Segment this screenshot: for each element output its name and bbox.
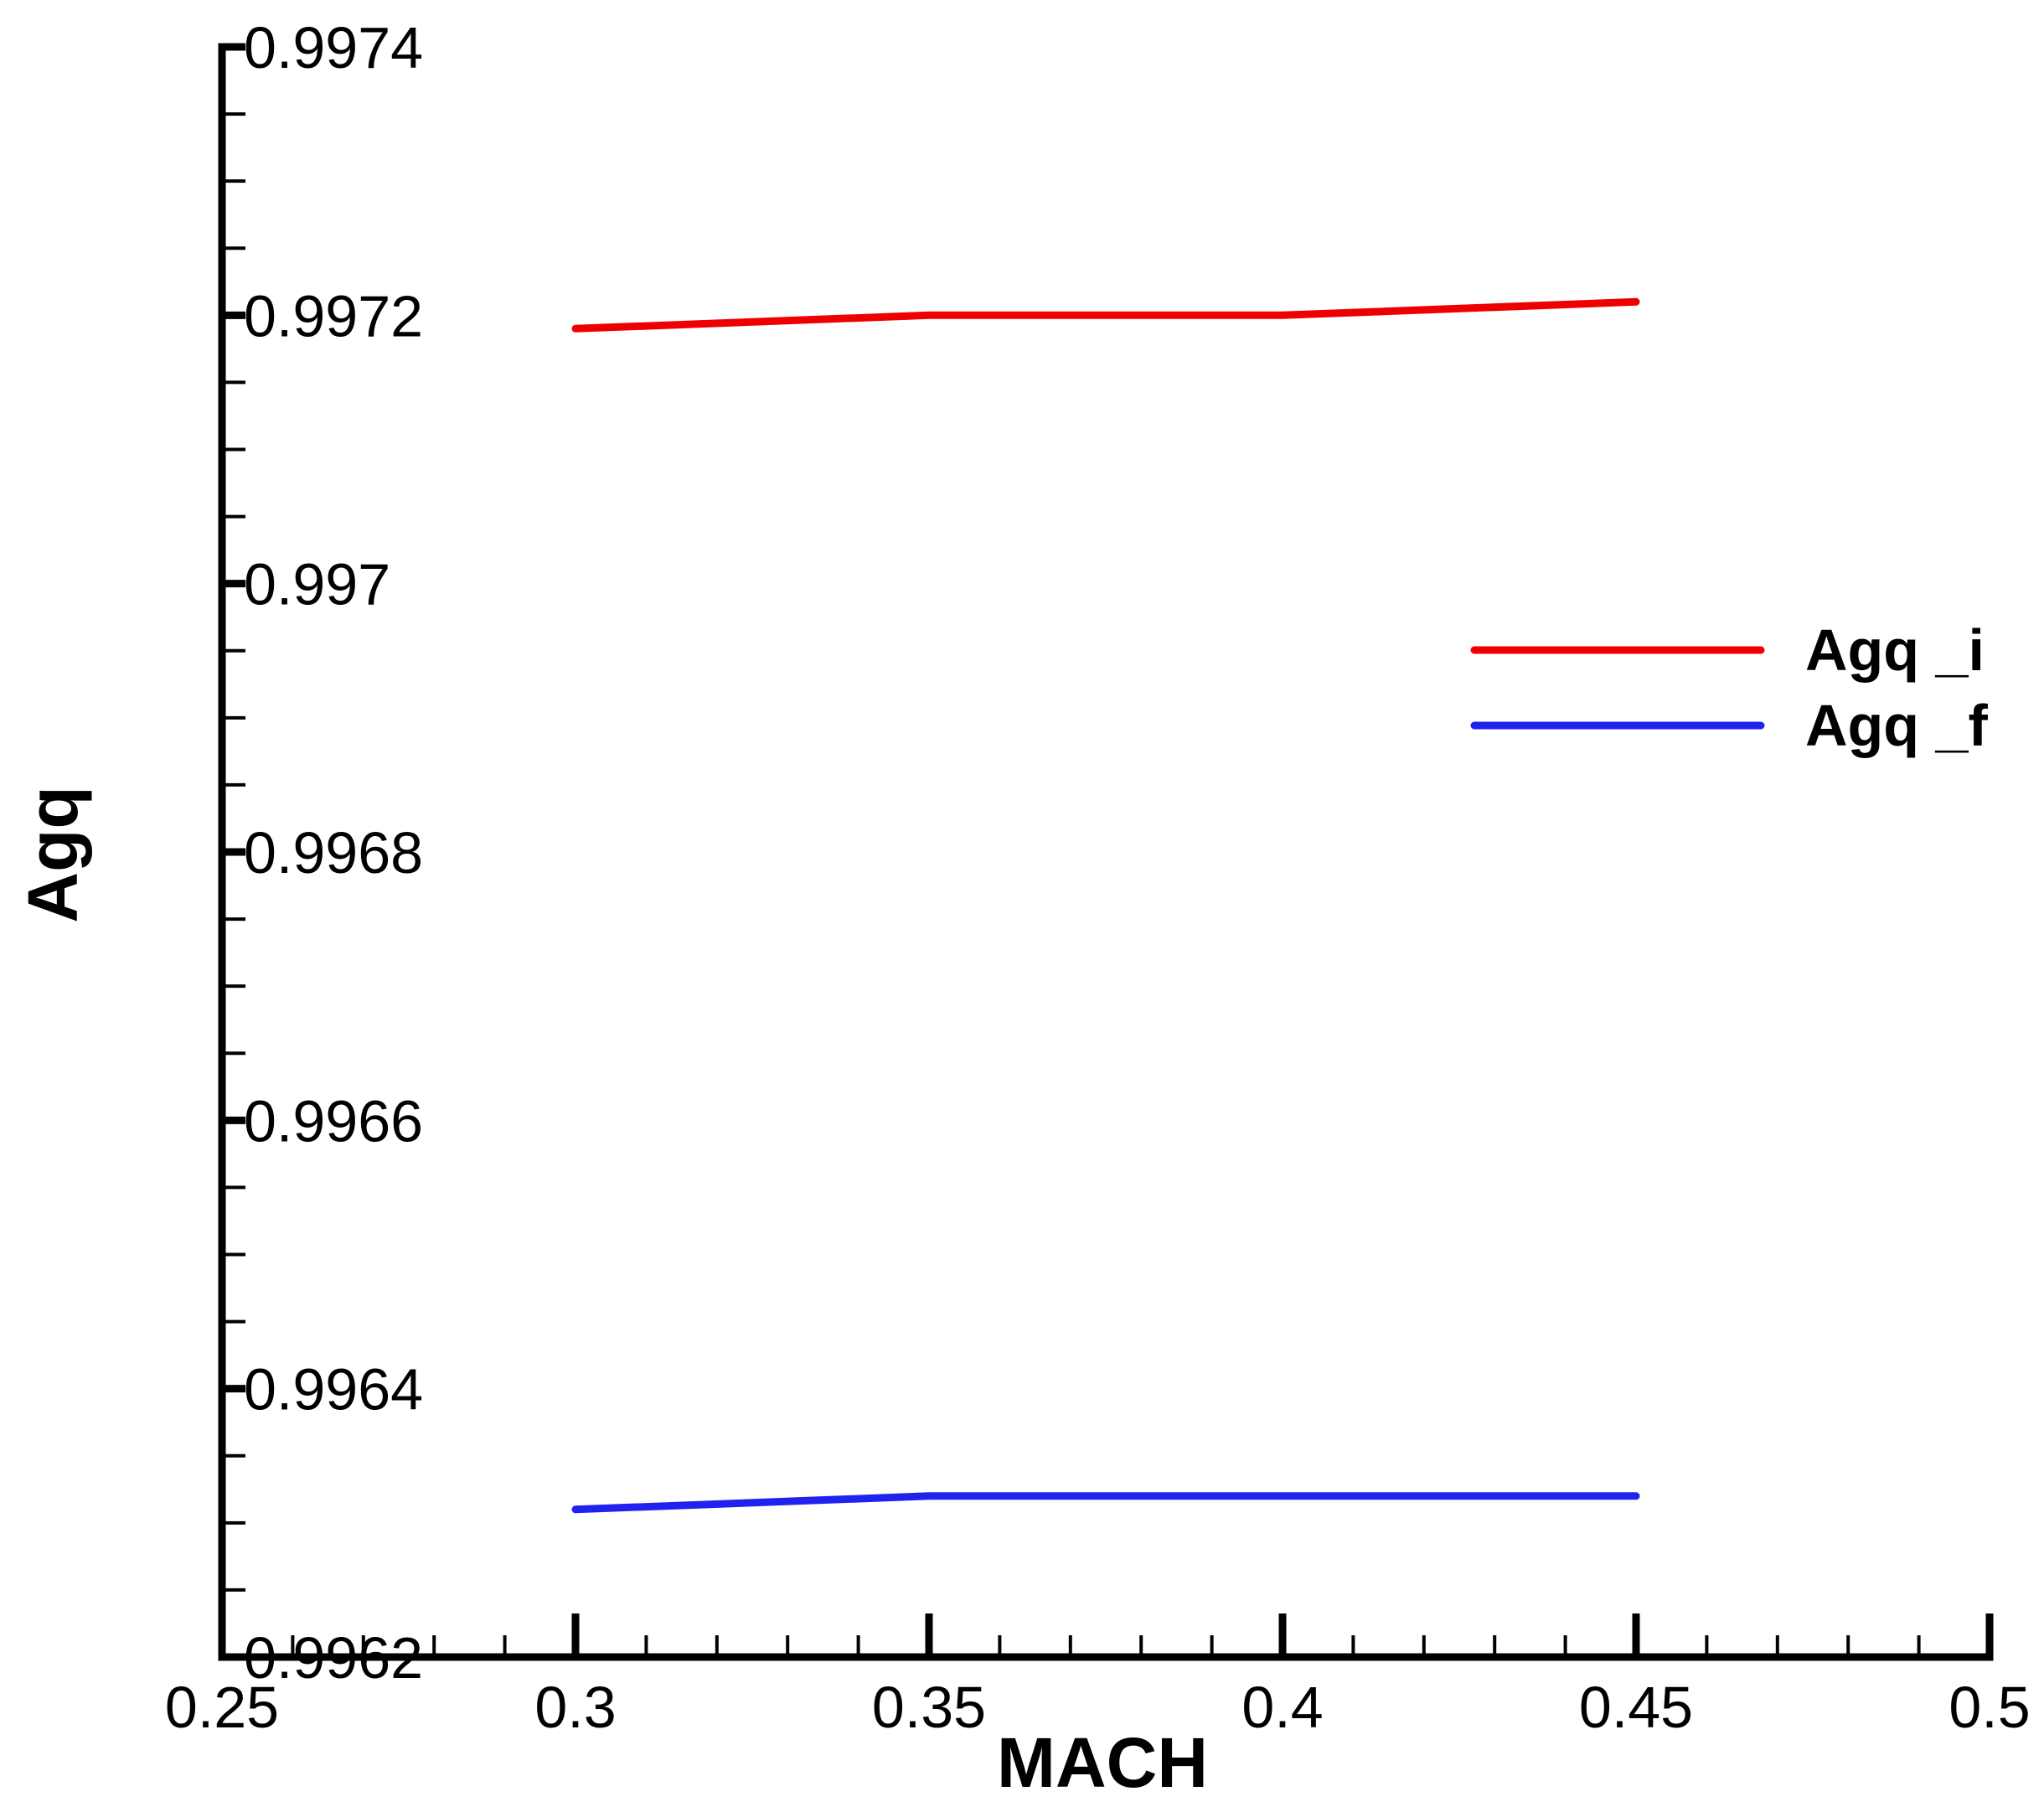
y-axis-title: Agq [13, 786, 92, 922]
series-line-2 [571, 1492, 1640, 1514]
x-tick-label: 0.4 [1241, 1675, 1323, 1740]
series-line-1 [571, 297, 1640, 333]
y-axis-ticks: 0.9962 0.9964 0.9966 0.9968 0.997 0.9972 0.997… [222, 15, 423, 1691]
x-tick-label: 0.25 [165, 1675, 279, 1740]
x-tick-label: 0.5 [1949, 1675, 2030, 1740]
axes [218, 43, 1994, 1661]
y-tick-label: 0.9962 [244, 1625, 423, 1691]
x-axis-ticks: 0.25 0.3 0.35 0.4 0.45 0.5 [165, 1613, 2031, 1740]
y-tick-label: 0.997 [244, 552, 390, 617]
x-tick-label: 0.35 [872, 1675, 986, 1740]
y-tick-label: 0.9964 [244, 1357, 423, 1422]
legend-label: Agq _f [1805, 693, 1988, 758]
legend: Agq _i Agq _f [1470, 617, 1988, 758]
x-axis-title: MACH [997, 1723, 1208, 1802]
y-tick-label: 0.9966 [244, 1088, 423, 1154]
y-tick-label: 0.9968 [244, 820, 423, 885]
y-tick-label: 0.9974 [244, 15, 423, 80]
series-layer [571, 297, 1640, 1514]
y-tick-label: 0.9972 [244, 283, 423, 348]
x-tick-label: 0.45 [1579, 1675, 1693, 1740]
legend-label: Agq _i [1805, 617, 1985, 683]
x-tick-label: 0.3 [534, 1675, 616, 1740]
